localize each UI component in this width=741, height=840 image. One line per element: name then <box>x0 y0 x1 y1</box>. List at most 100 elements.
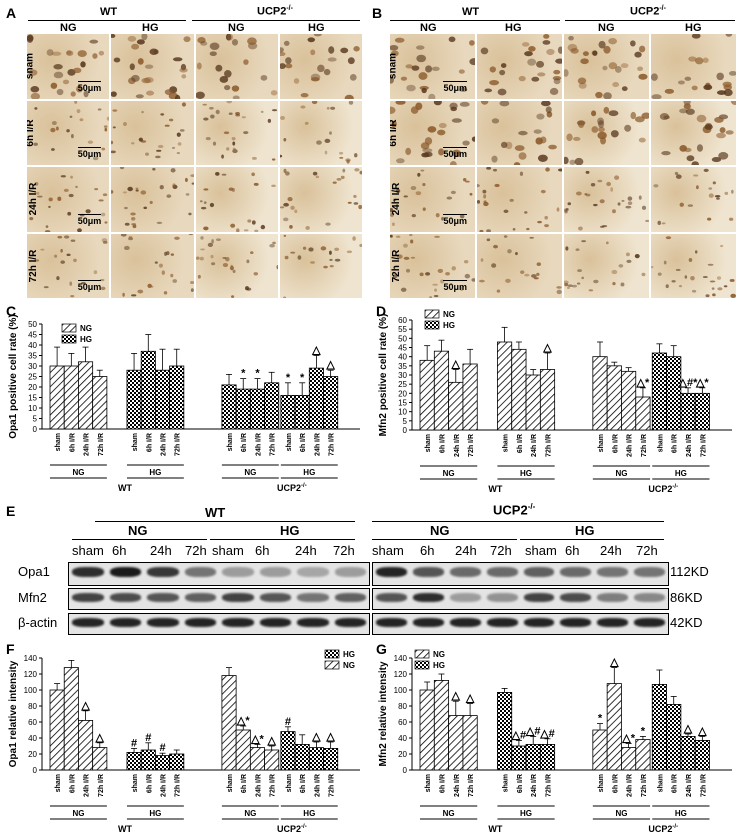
cell-nucleus <box>462 139 470 146</box>
category-label: 72h I/R <box>468 434 475 457</box>
legend-swatch <box>414 649 430 659</box>
micrograph-tile <box>477 167 562 232</box>
cell-nucleus <box>300 104 306 109</box>
cell-nucleus <box>131 216 136 221</box>
cell-nucleus <box>411 214 416 218</box>
bar <box>235 729 251 771</box>
bar <box>635 739 651 771</box>
category-label: sham <box>657 774 664 792</box>
cell-nucleus <box>231 136 236 140</box>
lane-label: sham <box>72 543 104 558</box>
cell-nucleus <box>56 275 60 280</box>
cell-nucleus <box>282 217 289 222</box>
cell-nucleus <box>720 244 724 247</box>
cell-nucleus <box>246 219 251 223</box>
cell-nucleus <box>503 234 508 238</box>
cell-nucleus <box>176 151 181 154</box>
cell-nucleus <box>627 196 633 201</box>
tissue-texture <box>564 170 649 231</box>
tissue-texture <box>390 36 475 99</box>
cell-nucleus <box>56 88 64 96</box>
cell-nucleus <box>567 202 572 206</box>
cell-nucleus <box>310 49 315 56</box>
ucp2-sup: -/- <box>659 5 666 12</box>
cell-nucleus <box>241 115 246 118</box>
cell-nucleus <box>608 109 619 116</box>
cell-nucleus <box>536 112 545 120</box>
cell-nucleus <box>588 288 594 291</box>
cell-nucleus <box>520 269 525 274</box>
cell-nucleus <box>36 195 43 198</box>
ucp2-sup: -/- <box>301 483 307 489</box>
cell-nucleus <box>730 293 736 298</box>
ucp2-sup: -/- <box>527 502 536 511</box>
cell-nucleus <box>417 172 421 177</box>
ucp2-sup: -/- <box>286 5 293 12</box>
category-label: sham <box>132 774 139 792</box>
cell-nucleus <box>98 199 104 202</box>
cell-nucleus <box>729 278 735 282</box>
cell-nucleus <box>449 160 457 165</box>
micrograph-tile <box>279 100 362 165</box>
cell-nucleus <box>347 57 355 65</box>
significance-mark: △ <box>451 359 461 371</box>
western-band <box>486 593 518 602</box>
category-label: sham <box>227 774 234 792</box>
cell-nucleus <box>50 127 56 132</box>
cell-nucleus <box>315 139 322 145</box>
category-label: 72h I/R <box>546 434 553 457</box>
cell-nucleus <box>671 279 676 282</box>
cell-nucleus <box>283 234 286 237</box>
cell-nucleus <box>574 157 584 165</box>
scale-bar: 50μm <box>77 147 102 159</box>
cell-nucleus <box>104 127 108 131</box>
scale-bar: 50μm <box>443 213 467 226</box>
cell-nucleus <box>225 34 231 41</box>
category-label: 24h I/R <box>454 774 461 797</box>
cell-nucleus <box>320 245 326 250</box>
cell-nucleus <box>702 57 709 63</box>
cell-nucleus <box>638 137 646 143</box>
panel-b-wt-line <box>390 20 560 21</box>
bar <box>154 755 171 771</box>
western-band <box>449 567 481 577</box>
cell-nucleus <box>279 154 282 158</box>
category-label: 72h I/R <box>270 433 277 456</box>
bar <box>666 704 682 771</box>
cell-nucleus <box>659 112 670 120</box>
cell-nucleus <box>282 202 289 207</box>
cell-nucleus <box>409 233 413 236</box>
western-band <box>147 593 179 602</box>
cell-nucleus <box>229 223 235 228</box>
cell-nucleus <box>410 256 416 259</box>
lane-label: 72h <box>490 543 512 558</box>
cell-nucleus <box>131 43 140 50</box>
cell-nucleus <box>145 64 154 69</box>
cell-nucleus <box>427 125 437 133</box>
cell-nucleus <box>231 39 238 46</box>
category-label: 72h I/R <box>98 433 105 456</box>
cell-nucleus <box>500 141 508 148</box>
western-band <box>222 593 254 602</box>
cell-nucleus <box>359 243 362 247</box>
subgroup-label: NG <box>72 809 84 818</box>
cell-nucleus <box>492 168 498 172</box>
cell-nucleus <box>297 254 302 260</box>
cell-nucleus <box>657 271 662 276</box>
cell-nucleus <box>445 271 451 276</box>
panel-e-hg2: HG <box>575 523 595 538</box>
cell-nucleus <box>69 281 73 286</box>
cell-nucleus <box>339 156 344 159</box>
row-label: sham <box>390 53 399 80</box>
cell-nucleus <box>69 115 73 118</box>
cell-nucleus <box>180 128 185 132</box>
cell-nucleus <box>182 101 187 107</box>
cell-nucleus <box>603 92 612 99</box>
y-tick-label: 55 <box>398 325 407 334</box>
cell-nucleus <box>348 100 353 105</box>
subgroup-label: NG <box>443 469 455 478</box>
cell-nucleus <box>165 89 173 95</box>
cell-nucleus <box>300 93 309 98</box>
bar <box>497 341 513 431</box>
category-label: 6h I/R <box>241 774 248 793</box>
